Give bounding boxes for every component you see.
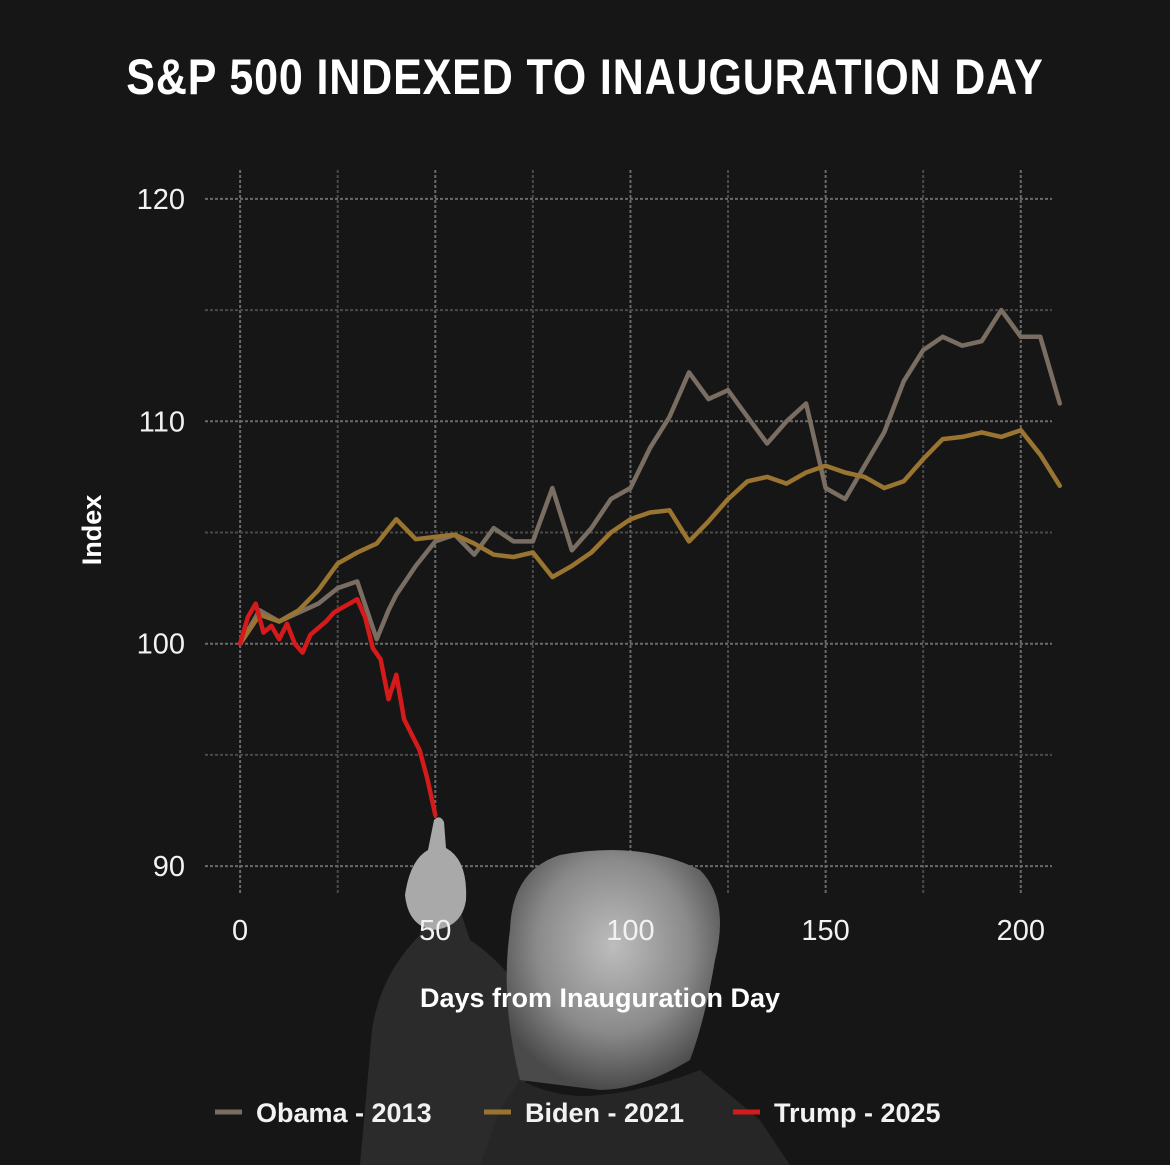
legend-item-obama: Obama - 2013 [215,1098,432,1128]
x-tick-label: 0 [232,915,248,947]
series-line-obama [237,307,1063,646]
legend-label: Biden - 2021 [525,1098,684,1128]
axes: 0 50 100 150 200 90 100 110 120 Days from Inaugur… [77,184,1045,1013]
x-tick-label: 150 [801,915,849,947]
series-line-biden [237,427,1063,646]
grid [205,170,1052,895]
y-tick-label: 110 [139,406,185,438]
y-axis-title: Index [77,495,107,566]
legend-label: Obama - 2013 [256,1098,432,1128]
series-line-trump [237,596,438,818]
x-tick-label: 200 [997,915,1045,947]
legend-item-biden: Biden - 2021 [484,1098,684,1128]
pointing-figure-image [360,817,790,1165]
series-lines [237,307,1063,818]
x-tick-label: 100 [606,915,654,947]
chart-title: S&P 500 INDEXED TO INAUGURATION DAY [126,49,1044,105]
x-axis-title: Days from Inauguration Day [420,983,780,1013]
legend-item-trump: Trump - 2025 [733,1098,941,1128]
x-tick-label: 50 [419,915,451,947]
legend-label: Trump - 2025 [774,1098,941,1128]
y-tick-label: 120 [137,184,185,216]
y-tick-label: 100 [137,629,185,661]
legend: Obama - 2013 Biden - 2021 Trump - 2025 [215,1098,941,1128]
y-tick-label: 90 [153,851,185,883]
